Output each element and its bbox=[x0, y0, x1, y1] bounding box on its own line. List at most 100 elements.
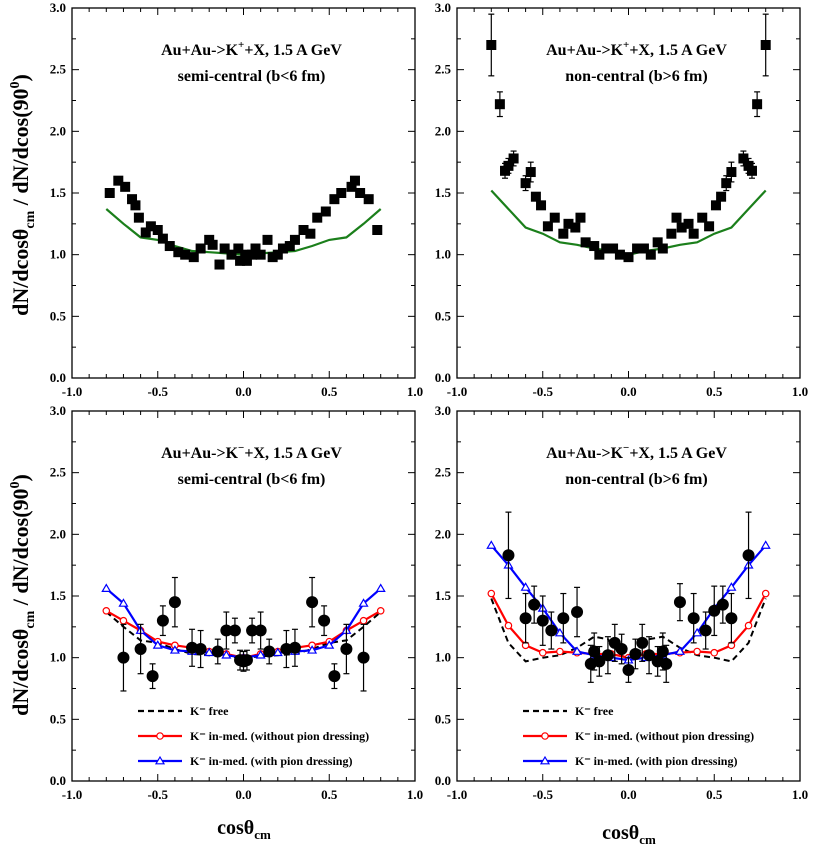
data-point bbox=[255, 249, 266, 260]
x-axis-label-right: cosθcm bbox=[602, 822, 656, 847]
panel-title-line1: Au+Au->K++X, 1.5 A GeV bbox=[161, 39, 342, 59]
data-point bbox=[760, 40, 771, 50]
series-marker-2 bbox=[674, 646, 685, 655]
panel-title-line2: semi-central (b<6 fm) bbox=[178, 471, 326, 488]
series-marker-2 bbox=[307, 645, 318, 654]
x-tick-label: -1.0 bbox=[62, 384, 83, 399]
data-point bbox=[173, 247, 184, 258]
data-point bbox=[168, 596, 181, 609]
y-tick-label: 0.5 bbox=[435, 308, 452, 323]
data-point bbox=[503, 160, 514, 171]
data-point bbox=[643, 649, 656, 662]
data-point bbox=[614, 249, 625, 260]
data-point bbox=[329, 194, 340, 205]
y-tick-label: 2.0 bbox=[50, 123, 66, 138]
data-point bbox=[305, 228, 316, 239]
y-axis-label-top: dN/dcosθcm / dN/dcos(900) bbox=[8, 74, 38, 316]
data-point bbox=[152, 225, 163, 235]
y-tick-label: 2.0 bbox=[435, 526, 451, 541]
data-point bbox=[254, 624, 267, 637]
data-point bbox=[697, 212, 708, 223]
data-point bbox=[629, 647, 642, 660]
data-point bbox=[233, 243, 244, 254]
data-point bbox=[632, 243, 643, 254]
x-tick-label: 0.5 bbox=[706, 787, 723, 802]
legend-label-1: K⁻ in-med. (without pion dressing) bbox=[190, 729, 369, 743]
x-tick-label: -0.5 bbox=[532, 787, 553, 802]
data-point bbox=[336, 188, 347, 198]
data-point bbox=[623, 252, 634, 263]
data-point bbox=[636, 636, 649, 649]
y-tick-label: 0.0 bbox=[50, 773, 66, 788]
data-point bbox=[742, 549, 755, 562]
data-point bbox=[673, 596, 686, 609]
data-point bbox=[638, 243, 649, 254]
y-axis-label-bottom: dN/dcosθcm / dN/dcos(900) bbox=[8, 474, 38, 716]
data-point bbox=[219, 243, 230, 254]
data-point bbox=[593, 655, 606, 668]
data-point bbox=[240, 654, 253, 667]
data-point bbox=[117, 651, 130, 664]
data-point bbox=[194, 643, 207, 656]
data-point bbox=[571, 606, 584, 619]
data-point bbox=[615, 643, 628, 656]
panel-title-line1: Au+Au->K−+X, 1.5 A GeV bbox=[546, 442, 727, 462]
data-point bbox=[725, 612, 738, 625]
y-tick-label: 0.0 bbox=[50, 370, 66, 385]
series-marker-2 bbox=[486, 540, 497, 549]
data-point bbox=[683, 218, 694, 229]
data-point bbox=[207, 239, 218, 250]
x-tick-label: 1.0 bbox=[407, 787, 423, 802]
legend-label-0: K⁻ free bbox=[575, 704, 614, 718]
data-point bbox=[372, 225, 383, 235]
y-tick-label: 1.0 bbox=[435, 247, 451, 262]
data-point bbox=[676, 222, 687, 233]
data-point bbox=[708, 604, 721, 617]
y-tick-label: 3.0 bbox=[435, 403, 451, 418]
data-point bbox=[298, 225, 309, 235]
series-marker-2 bbox=[169, 645, 180, 654]
data-point bbox=[235, 255, 246, 266]
series-marker-2 bbox=[726, 582, 737, 591]
x-tick-label: 0.0 bbox=[620, 787, 636, 802]
panel-title-line1: Au+Au->K++X, 1.5 A GeV bbox=[546, 39, 727, 59]
data-point bbox=[688, 228, 699, 239]
data-point bbox=[262, 234, 273, 245]
series-marker-2 bbox=[692, 627, 703, 637]
data-point bbox=[528, 598, 541, 611]
data-point bbox=[357, 651, 370, 664]
x-tick-label: 0.5 bbox=[321, 787, 338, 802]
data-point bbox=[542, 221, 553, 232]
data-point bbox=[328, 670, 341, 683]
data-point bbox=[284, 241, 295, 252]
y-tick-label: 2.0 bbox=[50, 526, 66, 541]
y-tick-label: 0.5 bbox=[435, 711, 452, 726]
plot-frame bbox=[456, 7, 801, 379]
data-point bbox=[211, 645, 224, 658]
x-axis-label-left: cosθcm bbox=[217, 817, 271, 842]
series-marker-2 bbox=[272, 647, 283, 657]
data-point bbox=[520, 178, 531, 189]
data-point bbox=[699, 624, 712, 637]
y-tick-label: 2.5 bbox=[435, 62, 452, 77]
legend-marker-1 bbox=[541, 732, 549, 740]
series-marker-2 bbox=[375, 583, 386, 593]
data-point bbox=[716, 191, 727, 202]
panel-title-line2: non-central (b>6 fm) bbox=[565, 68, 707, 85]
series-marker-1 bbox=[761, 589, 770, 598]
series-marker-2 bbox=[760, 540, 771, 549]
x-tick-label: 1.0 bbox=[792, 787, 808, 802]
series-marker-2 bbox=[101, 583, 112, 593]
data-point bbox=[246, 624, 259, 637]
data-point bbox=[127, 194, 138, 205]
data-point bbox=[645, 249, 656, 260]
data-point bbox=[349, 175, 360, 186]
legend-label-2: K⁻ in-med. (with pion dressing) bbox=[190, 754, 352, 768]
y-tick-label: 1.5 bbox=[50, 588, 67, 603]
x-tick-label: -0.5 bbox=[147, 384, 168, 399]
data-point bbox=[267, 252, 278, 263]
data-point bbox=[594, 249, 605, 260]
data-point bbox=[657, 243, 668, 254]
series-line-2 bbox=[105, 587, 382, 659]
